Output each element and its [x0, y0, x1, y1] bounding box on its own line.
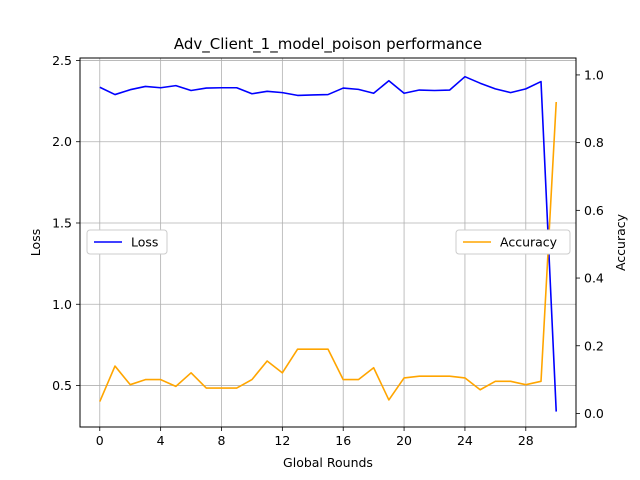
plot-frame: [79, 57, 577, 428]
x-tick-label-5: 20: [396, 433, 412, 448]
y-left-tick-label-1: 1.0: [52, 297, 72, 312]
legend-loss-label: Loss: [131, 235, 158, 250]
y-left-tick-label-3: 2.0: [52, 134, 72, 149]
y-right-tick-label-2: 0.4: [584, 271, 604, 286]
legend-accuracy-box: [455, 229, 571, 255]
x-tick-label-0: 0: [96, 433, 104, 448]
y-left-tick-label-0: 0.5: [52, 378, 72, 393]
grid-lines: [80, 58, 576, 427]
series-line-accuracy: [99, 101, 558, 402]
series-line-loss: [99, 75, 558, 412]
y-right-tick-label-1: 0.2: [584, 338, 604, 353]
series-lines: [99, 75, 558, 412]
x-tick-label-2: 8: [218, 433, 226, 448]
legend-loss-box: [86, 229, 168, 255]
x-tick-label-7: 28: [518, 433, 534, 448]
x-tick-label-4: 16: [335, 433, 351, 448]
y-left-tick-label-4: 2.5: [52, 53, 72, 68]
legend-accuracy-label: Accuracy: [500, 235, 558, 250]
chart-title: Adv_Client_1_model_poison performance: [174, 35, 482, 54]
x-axis-label: Global Rounds: [283, 455, 373, 470]
legend-accuracy: Accuracy: [455, 229, 571, 255]
y-right-tick-label-4: 0.8: [584, 135, 604, 150]
y-axis-right-label: Accuracy: [613, 213, 628, 271]
y-axis-left-label: Loss: [28, 229, 43, 256]
y-right-tick-label-0: 0.0: [584, 406, 604, 421]
y-right-tick-label-3: 0.6: [584, 203, 604, 218]
x-tick-label-1: 4: [157, 433, 165, 448]
legend-loss: Loss: [86, 229, 168, 255]
x-tick-label-6: 24: [457, 433, 473, 448]
y-left-tick-label-2: 1.5: [52, 215, 72, 230]
y-right-tick-label-5: 1.0: [584, 67, 604, 82]
axis-ticks: 0 4 8 12 16 20 24 28 0.5 1.0 1.5 2.0 2.5 0.0 0.2 0.4 0.6…: [52, 53, 604, 448]
x-tick-label-3: 12: [274, 433, 290, 448]
